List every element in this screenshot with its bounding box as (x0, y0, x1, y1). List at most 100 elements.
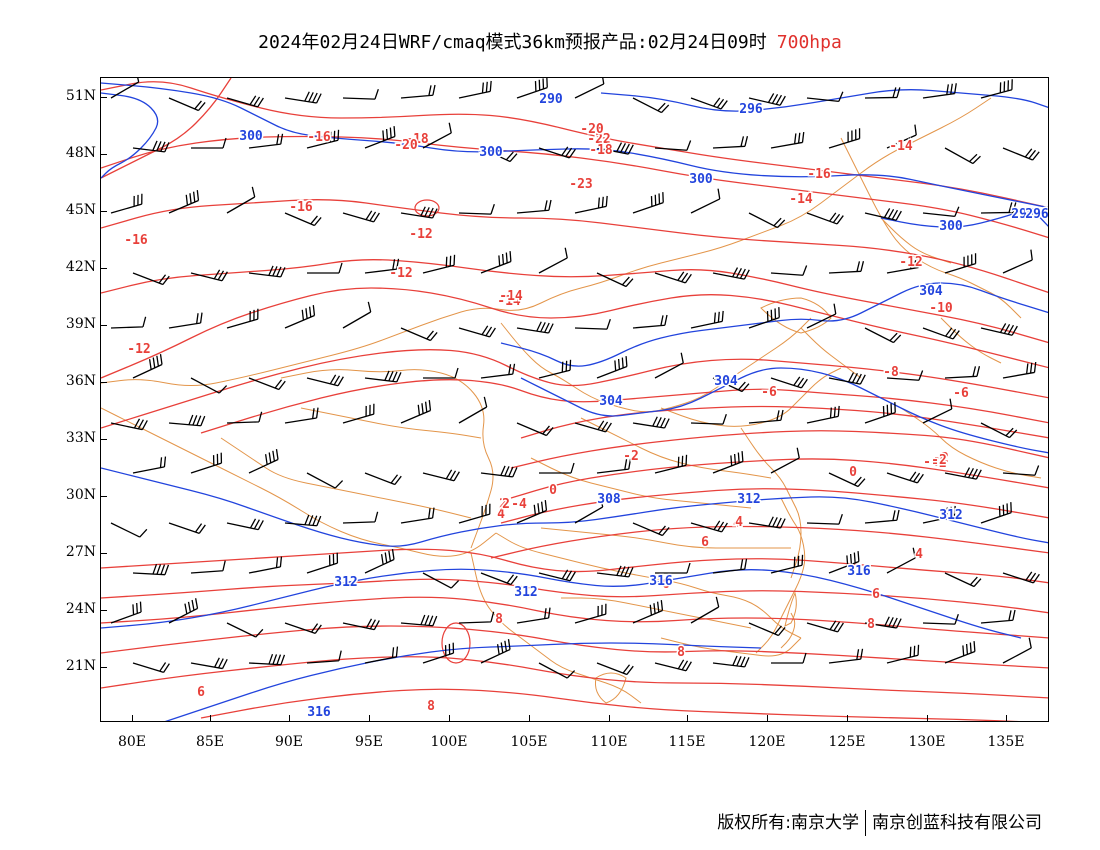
geopotential-label: 300 (939, 219, 963, 234)
wind-barb-stroke (248, 377, 286, 391)
wind-barb-stroke (632, 97, 670, 114)
wind-barb (828, 648, 864, 664)
wind-barb-stroke (748, 409, 784, 424)
geopotential-label: 304 (919, 284, 943, 299)
wind-barb-stroke (770, 554, 804, 574)
temperature-contour (101, 349, 1048, 429)
temperature-label: -16 (307, 130, 331, 145)
wind-barb (538, 359, 572, 379)
wind-barb (226, 622, 264, 638)
wind-barb (944, 253, 977, 274)
wind-barb (190, 269, 228, 282)
wind-barb-stroke (712, 558, 748, 574)
wind-barb-stroke (248, 556, 283, 574)
wind-barb-stroke (364, 370, 402, 383)
wind-barb-stroke (944, 147, 981, 165)
temperature-label: 6 (662, 577, 670, 592)
wind-barb (458, 611, 495, 624)
wind-barb-stroke (364, 472, 402, 486)
title-level: 700hpa (776, 32, 842, 53)
lat-tick (100, 97, 107, 98)
wind-barb (574, 319, 611, 330)
wind-barb (400, 507, 435, 524)
wind-barb-stroke (190, 452, 223, 474)
wind-barb-stroke (458, 396, 488, 424)
temperature-label: 2 (502, 497, 510, 512)
wind-barb-stroke (538, 146, 576, 159)
wind-barb-stroke (538, 247, 568, 274)
geopotential-label: 312 (514, 585, 537, 600)
wind-barb (364, 646, 399, 664)
wind-barb-stroke (342, 301, 372, 329)
wind-barb (654, 352, 684, 379)
lat-label: 36N (65, 373, 96, 389)
wind-barb-stroke (458, 204, 495, 215)
wind-barb (980, 323, 1018, 336)
wind-barb-stroke (828, 372, 866, 385)
wind-barb (342, 511, 379, 524)
wind-barb (632, 416, 670, 429)
wind-barb-stroke (886, 547, 916, 574)
temperature-contour (101, 81, 1048, 209)
temperature-label: -14 (499, 289, 523, 304)
wind-barb (690, 414, 727, 425)
wind-barb (864, 208, 902, 221)
wind-barb (307, 262, 343, 274)
lat-tick (100, 439, 107, 440)
wind-barb-stroke (190, 657, 228, 670)
wind-barb-stroke (690, 97, 728, 110)
boundary-line (220, 437, 472, 519)
wind-barb (944, 467, 982, 480)
wind-barb-stroke (632, 416, 670, 429)
wind-barb (748, 93, 786, 106)
wind-barb-stroke (400, 327, 438, 342)
wind-barb (864, 87, 901, 99)
wind-barb (980, 202, 1017, 214)
wind-barb (944, 641, 976, 664)
map-canvas: -16 -18-20-23-22-20-18-16-14-16-14-16-12-… (101, 78, 1048, 721)
temperature-label: -16 (289, 200, 313, 215)
wind-barb (770, 131, 805, 149)
boundary-line (101, 407, 497, 557)
geopotential-label: 312 (939, 508, 962, 523)
wind-barb (168, 598, 199, 624)
temperature-label: -14 (789, 192, 813, 207)
wind-barb (574, 603, 607, 624)
wind-barb-stroke (480, 147, 518, 163)
wind-barb (806, 91, 844, 102)
wind-barb (422, 122, 452, 149)
wind-barb (226, 95, 264, 108)
wind-barb-stroke (574, 603, 607, 624)
wind-barb (944, 572, 982, 588)
title-text: 2024年02月24日WRF/cmaq模式36km预报产品:02月24日09时 (258, 32, 767, 53)
wind-barb-stroke (342, 210, 380, 223)
wind-barb-stroke (806, 405, 840, 424)
wind-barb (654, 659, 692, 672)
wind-barb (539, 462, 575, 474)
boundary-line (940, 317, 1002, 364)
wind-barb-stroke (748, 622, 786, 637)
wind-barb (538, 569, 576, 582)
wind-barb (864, 509, 900, 524)
temperature-contour (101, 259, 1048, 344)
wind-barb-stroke (770, 376, 808, 389)
copyright-divider (865, 810, 866, 836)
geopotential-label: 296 (1011, 207, 1035, 222)
wind-barb-stroke (922, 206, 960, 217)
wind-barb-stroke (828, 551, 860, 574)
wind-barb-stroke (306, 552, 339, 574)
wind-barb-stroke (168, 312, 203, 329)
lon-tick (369, 715, 370, 722)
temperature-label: -10 (929, 301, 953, 316)
wind-barb (806, 620, 844, 633)
wind-barb-stroke (806, 91, 844, 102)
boundary-line (500, 317, 812, 413)
wind-barb (168, 522, 206, 535)
lon-tick (449, 715, 450, 722)
geopotential-label: 316 (307, 705, 331, 720)
wind-barb (132, 456, 167, 474)
wind-barb (364, 126, 396, 149)
copyright-left: 版权所有:南京大学 (717, 813, 859, 833)
wind-barb-stroke (828, 648, 864, 664)
wind-barb (342, 210, 380, 223)
